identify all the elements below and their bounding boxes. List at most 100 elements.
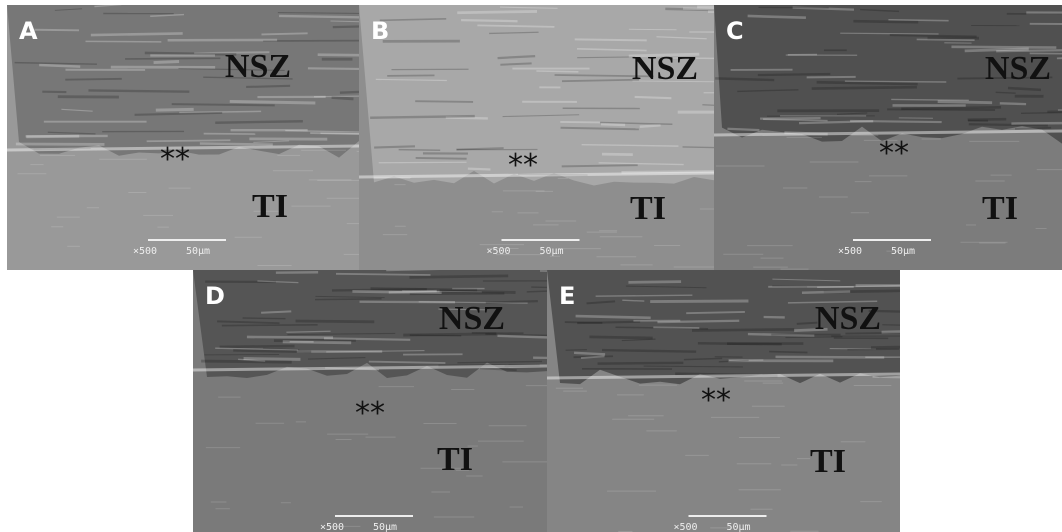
texture — [938, 102, 992, 103]
texture — [888, 20, 948, 21]
texture — [156, 109, 194, 110]
texture — [201, 361, 292, 362]
texture — [901, 107, 1001, 108]
texture — [577, 322, 640, 323]
ti-label: TI — [630, 190, 666, 227]
scale-label: 50μm — [727, 522, 751, 532]
panel-label: E — [559, 282, 575, 310]
texture — [996, 92, 1016, 93]
texture — [243, 318, 286, 319]
texture — [882, 330, 955, 332]
texture — [560, 122, 600, 123]
texture — [261, 33, 307, 34]
texture — [748, 16, 806, 18]
texture — [840, 33, 938, 34]
texture — [807, 77, 856, 78]
interface-marker: ** — [160, 142, 190, 177]
panel-label: A — [19, 17, 38, 45]
texture — [416, 158, 467, 159]
panel-label: D — [205, 282, 225, 310]
texture — [871, 346, 956, 348]
texture — [415, 101, 473, 102]
texture — [86, 41, 162, 42]
texture — [371, 288, 478, 290]
texture — [230, 101, 316, 103]
texture — [686, 312, 745, 313]
micrograph-panel: ENSZ**TI×50050μm — [547, 270, 970, 532]
scale-label: 50μm — [540, 246, 564, 257]
texture — [1015, 128, 1051, 129]
texture — [1000, 103, 1026, 104]
ti-label: TI — [810, 443, 846, 480]
texture — [715, 78, 774, 80]
texture — [215, 121, 303, 122]
texture — [853, 21, 918, 22]
texture — [220, 346, 295, 347]
texture — [576, 316, 651, 318]
texture — [850, 121, 942, 122]
texture — [817, 82, 918, 84]
texture — [758, 74, 830, 75]
interface-marker: ** — [701, 383, 731, 418]
texture — [409, 276, 508, 278]
texture — [379, 162, 467, 163]
texture — [145, 53, 237, 55]
interface-marker: ** — [879, 136, 909, 171]
texture — [536, 71, 578, 72]
texture — [261, 311, 291, 312]
ti-label: TI — [982, 190, 1018, 227]
texture — [91, 33, 183, 35]
magnification: ×500 — [320, 522, 344, 532]
texture — [622, 300, 644, 301]
magnification: ×500 — [674, 522, 698, 532]
texture — [247, 337, 333, 338]
texture — [968, 119, 1007, 120]
scale-label: 50μm — [373, 522, 397, 532]
texture — [374, 146, 415, 147]
nsz-region — [7, 5, 359, 158]
texture — [34, 30, 79, 31]
panel-label: C — [726, 17, 744, 45]
figure: ANSZ**TI×50050μmBNSZ**TI×50050μmCNSZ**TI… — [0, 0, 1062, 532]
texture — [39, 65, 80, 67]
texture — [802, 291, 850, 292]
texture — [244, 359, 301, 360]
texture — [330, 21, 362, 22]
texture — [847, 349, 899, 350]
texture — [446, 118, 488, 119]
texture — [650, 301, 748, 302]
texture — [468, 169, 491, 170]
magnification: ×500 — [133, 246, 157, 257]
nsz-label: NSZ — [439, 300, 505, 337]
texture — [727, 129, 759, 130]
texture — [283, 342, 351, 343]
texture — [769, 352, 807, 353]
texture — [336, 274, 431, 275]
texture — [873, 377, 936, 378]
texture — [246, 86, 290, 87]
panel-label: B — [371, 17, 389, 45]
texture — [891, 99, 969, 100]
texture — [653, 327, 699, 328]
texture — [315, 299, 382, 300]
texture — [635, 97, 672, 98]
texture — [440, 291, 516, 292]
interface-marker: ** — [508, 148, 538, 183]
texture — [760, 118, 821, 119]
texture — [601, 124, 625, 125]
magnification: ×500 — [487, 246, 511, 257]
texture — [566, 350, 587, 351]
texture — [657, 321, 739, 322]
texture — [387, 75, 434, 76]
texture — [951, 47, 1056, 48]
texture — [562, 165, 638, 166]
ti-label: TI — [437, 441, 473, 478]
texture — [598, 363, 684, 364]
texture — [812, 87, 917, 88]
texture — [1011, 123, 1062, 124]
scale-label: 50μm — [891, 246, 915, 257]
texture — [324, 338, 410, 339]
texture — [296, 321, 375, 322]
magnification: ×500 — [838, 246, 862, 257]
nsz-label: NSZ — [985, 50, 1051, 87]
